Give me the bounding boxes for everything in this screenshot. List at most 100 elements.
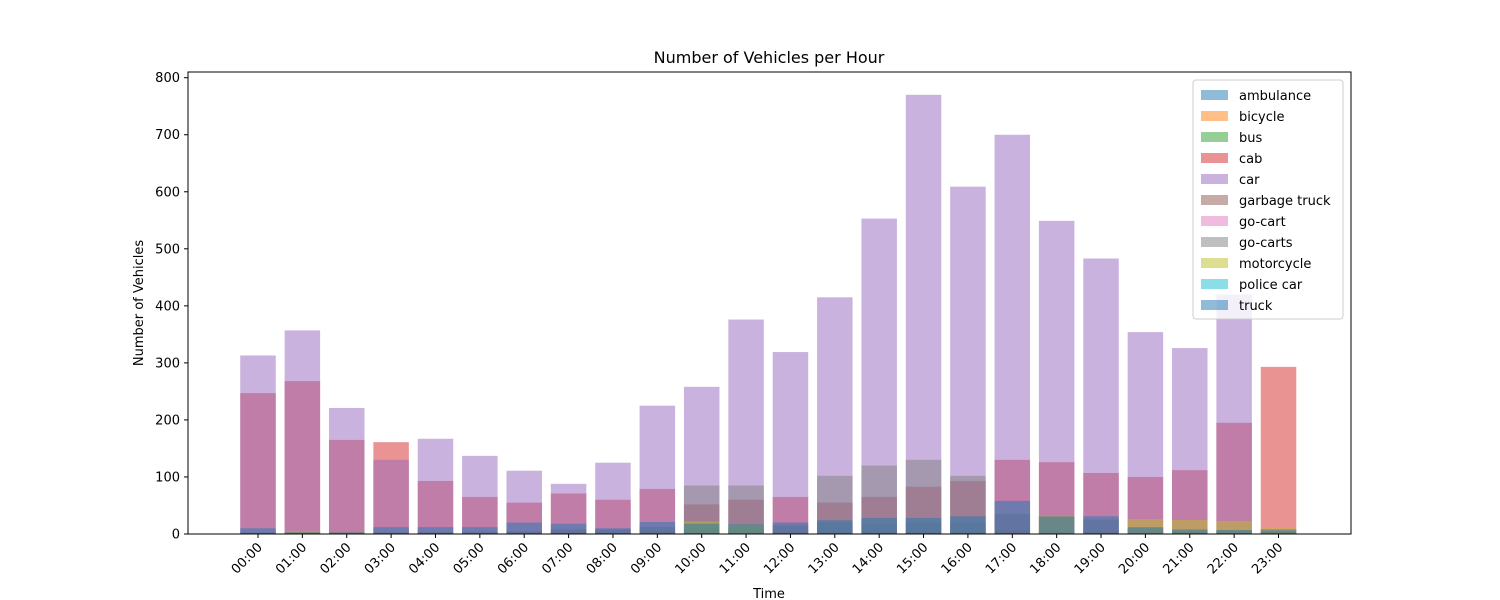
bar-car-0100 xyxy=(284,330,321,534)
bar-truck-0000 xyxy=(240,528,276,534)
bar-truck-1500 xyxy=(905,518,942,534)
x-tick-label: 09:00 xyxy=(628,540,665,577)
y-axis-title: Number of Vehicles xyxy=(132,240,147,367)
legend-label-bus: bus xyxy=(1239,131,1262,146)
x-tick-label: 19:00 xyxy=(1072,540,1109,577)
x-tick-label: 00:00 xyxy=(229,540,266,577)
bar-truck-1300 xyxy=(817,520,853,534)
bar-truck-1200 xyxy=(772,522,809,534)
y-tick-label: 700 xyxy=(155,128,180,143)
x-tick-label: 14:00 xyxy=(850,540,887,577)
x-tick-label: 13:00 xyxy=(806,540,843,577)
legend-swatch-police-car xyxy=(1201,279,1228,289)
y-tick-label: 100 xyxy=(155,470,180,485)
bar-car-2200 xyxy=(1216,294,1252,534)
legend: ambulance bicycle bus cab car garbage truck go… xyxy=(1192,79,1344,320)
x-tick-label: 12:00 xyxy=(761,540,798,577)
y-axis: 0 100 200 300 400 500 600 700 800 xyxy=(155,71,188,543)
bar-car-2000 xyxy=(1127,332,1164,534)
bar-car-0900 xyxy=(639,405,676,534)
x-tick-label: 16:00 xyxy=(939,540,976,577)
legend-label-truck: truck xyxy=(1239,299,1273,314)
legend-swatch-garbage-truck xyxy=(1201,195,1228,205)
bar-truck-0700 xyxy=(550,523,587,534)
y-tick-label: 400 xyxy=(155,299,180,314)
bars-layer xyxy=(240,94,1297,535)
x-tick-label: 11:00 xyxy=(717,540,754,577)
y-tick-label: 0 xyxy=(172,528,180,543)
bar-car-1800 xyxy=(1038,220,1075,534)
x-tick-label: 06:00 xyxy=(495,540,532,577)
x-tick-label: 22:00 xyxy=(1205,540,1242,577)
legend-label-cab: cab xyxy=(1239,152,1262,167)
bar-truck-1600 xyxy=(950,516,986,534)
y-tick-label: 500 xyxy=(155,242,180,257)
x-tick-label: 10:00 xyxy=(672,540,709,577)
legend-label-police-car: police car xyxy=(1239,278,1303,293)
legend-label-garbage-truck: garbage truck xyxy=(1239,194,1331,209)
x-tick-label: 02:00 xyxy=(317,540,354,577)
legend-swatch-bicycle xyxy=(1201,111,1228,121)
bar-truck-0100 xyxy=(284,532,321,534)
legend-swatch-go-carts xyxy=(1201,237,1228,247)
legend-label-go-carts: go-carts xyxy=(1239,236,1293,251)
x-tick-label: 01:00 xyxy=(273,540,310,577)
bar-car-0000 xyxy=(240,355,276,534)
y-tick-label: 600 xyxy=(155,185,180,200)
legend-swatch-go-cart xyxy=(1201,216,1228,226)
bar-car-0400 xyxy=(417,438,454,534)
y-tick-label: 800 xyxy=(155,71,180,86)
bar-truck-0500 xyxy=(462,527,498,534)
bar-truck-2200 xyxy=(1216,530,1252,534)
legend-swatch-car xyxy=(1201,174,1228,184)
bar-car-2100 xyxy=(1172,348,1208,534)
bar-truck-1000 xyxy=(683,523,720,534)
bar-car-1900 xyxy=(1083,258,1119,534)
bar-car-0500 xyxy=(462,455,498,534)
bar-truck-2100 xyxy=(1172,529,1208,534)
legend-label-bicycle: bicycle xyxy=(1239,110,1284,125)
bar-truck-0400 xyxy=(417,527,454,534)
bar-truck-0600 xyxy=(506,522,542,534)
bar-car-0300 xyxy=(373,459,409,534)
bar-truck-1800 xyxy=(1038,516,1075,534)
x-tick-label: 05:00 xyxy=(451,540,488,577)
bar-truck-1700 xyxy=(994,500,1031,534)
legend-swatch-bus xyxy=(1201,132,1228,142)
bar-truck-1100 xyxy=(728,524,764,534)
bar-truck-0800 xyxy=(595,528,631,534)
bar-truck-2300 xyxy=(1260,529,1297,534)
bar-truck-1900 xyxy=(1083,516,1119,534)
legend-label-ambulance: ambulance xyxy=(1239,89,1311,104)
bar-truck-0300 xyxy=(373,527,409,534)
bar-truck-0900 xyxy=(639,522,676,534)
x-tick-label: 03:00 xyxy=(362,540,399,577)
chart-title: Number of Vehicles per Hour xyxy=(654,48,885,67)
x-tick-label: 08:00 xyxy=(584,540,621,577)
legend-label-car: car xyxy=(1239,173,1260,188)
x-tick-label: 23:00 xyxy=(1249,540,1286,577)
bar-truck-1400 xyxy=(861,518,897,534)
legend-label-go-cart: go-cart xyxy=(1239,215,1286,230)
x-axis: 00:00 01:00 02:00 03:00 04:00 05:00 06:00 07:00… xyxy=(229,534,1286,577)
x-axis-title: Time xyxy=(752,587,785,600)
x-tick-label: 20:00 xyxy=(1116,540,1153,577)
bar-car-0800 xyxy=(595,462,631,534)
legend-swatch-ambulance xyxy=(1201,90,1228,100)
x-tick-label: 17:00 xyxy=(983,540,1020,577)
legend-swatch-cab xyxy=(1201,153,1228,163)
bar-truck-2000 xyxy=(1127,527,1164,534)
legend-swatch-truck xyxy=(1201,300,1228,310)
x-tick-label: 15:00 xyxy=(894,540,931,577)
y-tick-label: 200 xyxy=(155,413,180,428)
bar-cab-2300 xyxy=(1260,366,1297,534)
bar-car-0200 xyxy=(328,407,365,534)
x-tick-label: 07:00 xyxy=(539,540,576,577)
x-tick-label: 04:00 xyxy=(406,540,443,577)
plot-frame xyxy=(187,71,1352,535)
bar-truck-0200 xyxy=(328,532,365,534)
x-tick-label: 21:00 xyxy=(1160,540,1197,577)
bar-car-1700 xyxy=(994,134,1031,535)
bar-car-1200 xyxy=(772,352,809,534)
